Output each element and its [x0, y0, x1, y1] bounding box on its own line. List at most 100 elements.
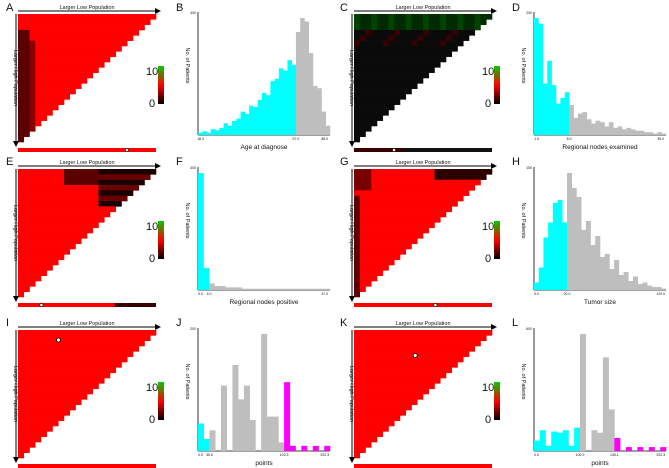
bar-h [637, 284, 643, 290]
heatmap-cell-k [382, 388, 389, 395]
bar-h [534, 282, 540, 290]
bar-j [238, 399, 245, 451]
heatmap-cell-g [382, 169, 389, 175]
bar-f [203, 267, 210, 290]
heatmap-cell-c [359, 62, 366, 68]
heatmap-cell-a [23, 88, 30, 95]
heatmap-cell-e [75, 206, 82, 212]
heatmap-cell-e [92, 201, 99, 207]
heatmap-cell-e [23, 227, 30, 234]
heatmap-cell-a [138, 24, 145, 31]
heatmap-cell-e [41, 179, 48, 186]
heatmap-cell-e [69, 190, 76, 196]
heatmap-cell-k [417, 383, 424, 389]
heatmap-cell-k [388, 410, 395, 416]
heatmap-cell-k [463, 351, 470, 357]
heatmap-cell-e [121, 195, 128, 202]
heatmap-cell-g [388, 206, 395, 212]
heatmap-cell-k [377, 335, 384, 341]
heatmap-cell-g [417, 174, 424, 180]
x-tick-label-f: 37.0 [321, 292, 328, 296]
heatmap-cell-e [35, 254, 42, 260]
heatmap-cell-e [81, 190, 88, 196]
heatmap-cell-c [377, 24, 384, 31]
bar-f [291, 288, 298, 290]
bar-d [608, 122, 614, 135]
heatmap-cell-i [18, 372, 25, 379]
heatmap-cell-a [58, 35, 65, 41]
heatmap-cell-g [440, 195, 447, 202]
heatmap-cell-k [359, 362, 366, 368]
heatmap-cell-i [75, 335, 82, 341]
heatmap-cell-k [354, 442, 361, 448]
bar-l [660, 447, 667, 451]
top-axis-label-k: Larger Low Population [395, 321, 450, 327]
heatmap-cell-k [423, 362, 430, 368]
heatmap-cell-a [58, 83, 65, 89]
heatmap-cell-g [440, 206, 447, 212]
heatmap-cell-g [377, 233, 384, 239]
heatmap-cell-i [75, 383, 82, 389]
heatmap-cell-g [446, 190, 453, 196]
bar-j [266, 416, 273, 451]
bar-l [608, 409, 615, 451]
heatmap-cell-i [23, 426, 30, 432]
heatmap-cell-g [365, 238, 372, 244]
heatmap-cell-e [115, 201, 122, 207]
heatmap-cell-e [87, 190, 94, 196]
heatmap-cell-c [474, 14, 481, 20]
heatmap-cell-e [41, 174, 48, 180]
bar-d [613, 127, 618, 135]
heatmap-cell-i [92, 330, 99, 336]
heatmap-cell-e [110, 179, 117, 186]
heatmap-cell-c [377, 99, 384, 105]
heatmap-cell-i [35, 362, 42, 368]
heatmap-cell-i [46, 356, 53, 363]
heatmap-cell-i [58, 362, 65, 368]
heatmap-cell-i [46, 340, 53, 347]
heatmap-cell-e [58, 185, 65, 191]
heatmap-cell-k [434, 367, 441, 373]
heatmap-cell-e [144, 174, 151, 180]
heatmap-cell-a [87, 67, 94, 73]
heatmap-cell-g [371, 222, 378, 228]
bar-d [630, 129, 636, 135]
heatmap-cell-e [23, 169, 30, 175]
heatmap-cell-c [388, 46, 395, 52]
heatmap-cell-i [18, 399, 25, 405]
heatmap-cell-e [58, 206, 65, 212]
heatmap-cell-k [457, 335, 464, 341]
heatmap-cell-g [469, 169, 476, 175]
heatmap-cell-c [405, 30, 412, 36]
heatmap-cell-a [52, 83, 59, 89]
heatmap-cell-g [354, 195, 361, 202]
heatmap-cell-c [365, 24, 372, 31]
heatmap-cell-k [423, 383, 430, 389]
heatmap-cell-e [64, 201, 71, 207]
heatmap-cell-e [75, 217, 82, 223]
heatmap-cell-c [469, 14, 476, 20]
heatmap-cell-c [382, 99, 389, 105]
heatmap-cell-a [110, 19, 117, 25]
heatmap-cell-k [405, 367, 412, 373]
heatmap-cell-i [29, 394, 36, 400]
heatmap-cell-c [354, 67, 361, 73]
heatmap-cell-i [121, 356, 128, 363]
heatmap-cell-c [354, 14, 361, 20]
heatmap-cell-i [87, 335, 94, 341]
heatmap-cell-g [428, 222, 435, 228]
legend-max-label-i: 10 [146, 382, 158, 394]
heatmap-cell-e [46, 179, 53, 186]
heatmap-cell-e [104, 206, 111, 212]
heatmap-cell-g [405, 169, 412, 175]
heatmap-cell-i [52, 388, 59, 395]
bar-b [210, 129, 216, 135]
heatmap-cell-i [35, 367, 42, 373]
bar-l [574, 427, 581, 451]
heatmap-cell-a [35, 19, 42, 25]
heatmap-cell-k [394, 356, 401, 363]
heatmap-cell-g [371, 275, 378, 282]
panel-label-d: D [512, 2, 520, 14]
heatmap-cell-c [463, 30, 470, 36]
heatmap-cell-g [359, 243, 366, 250]
